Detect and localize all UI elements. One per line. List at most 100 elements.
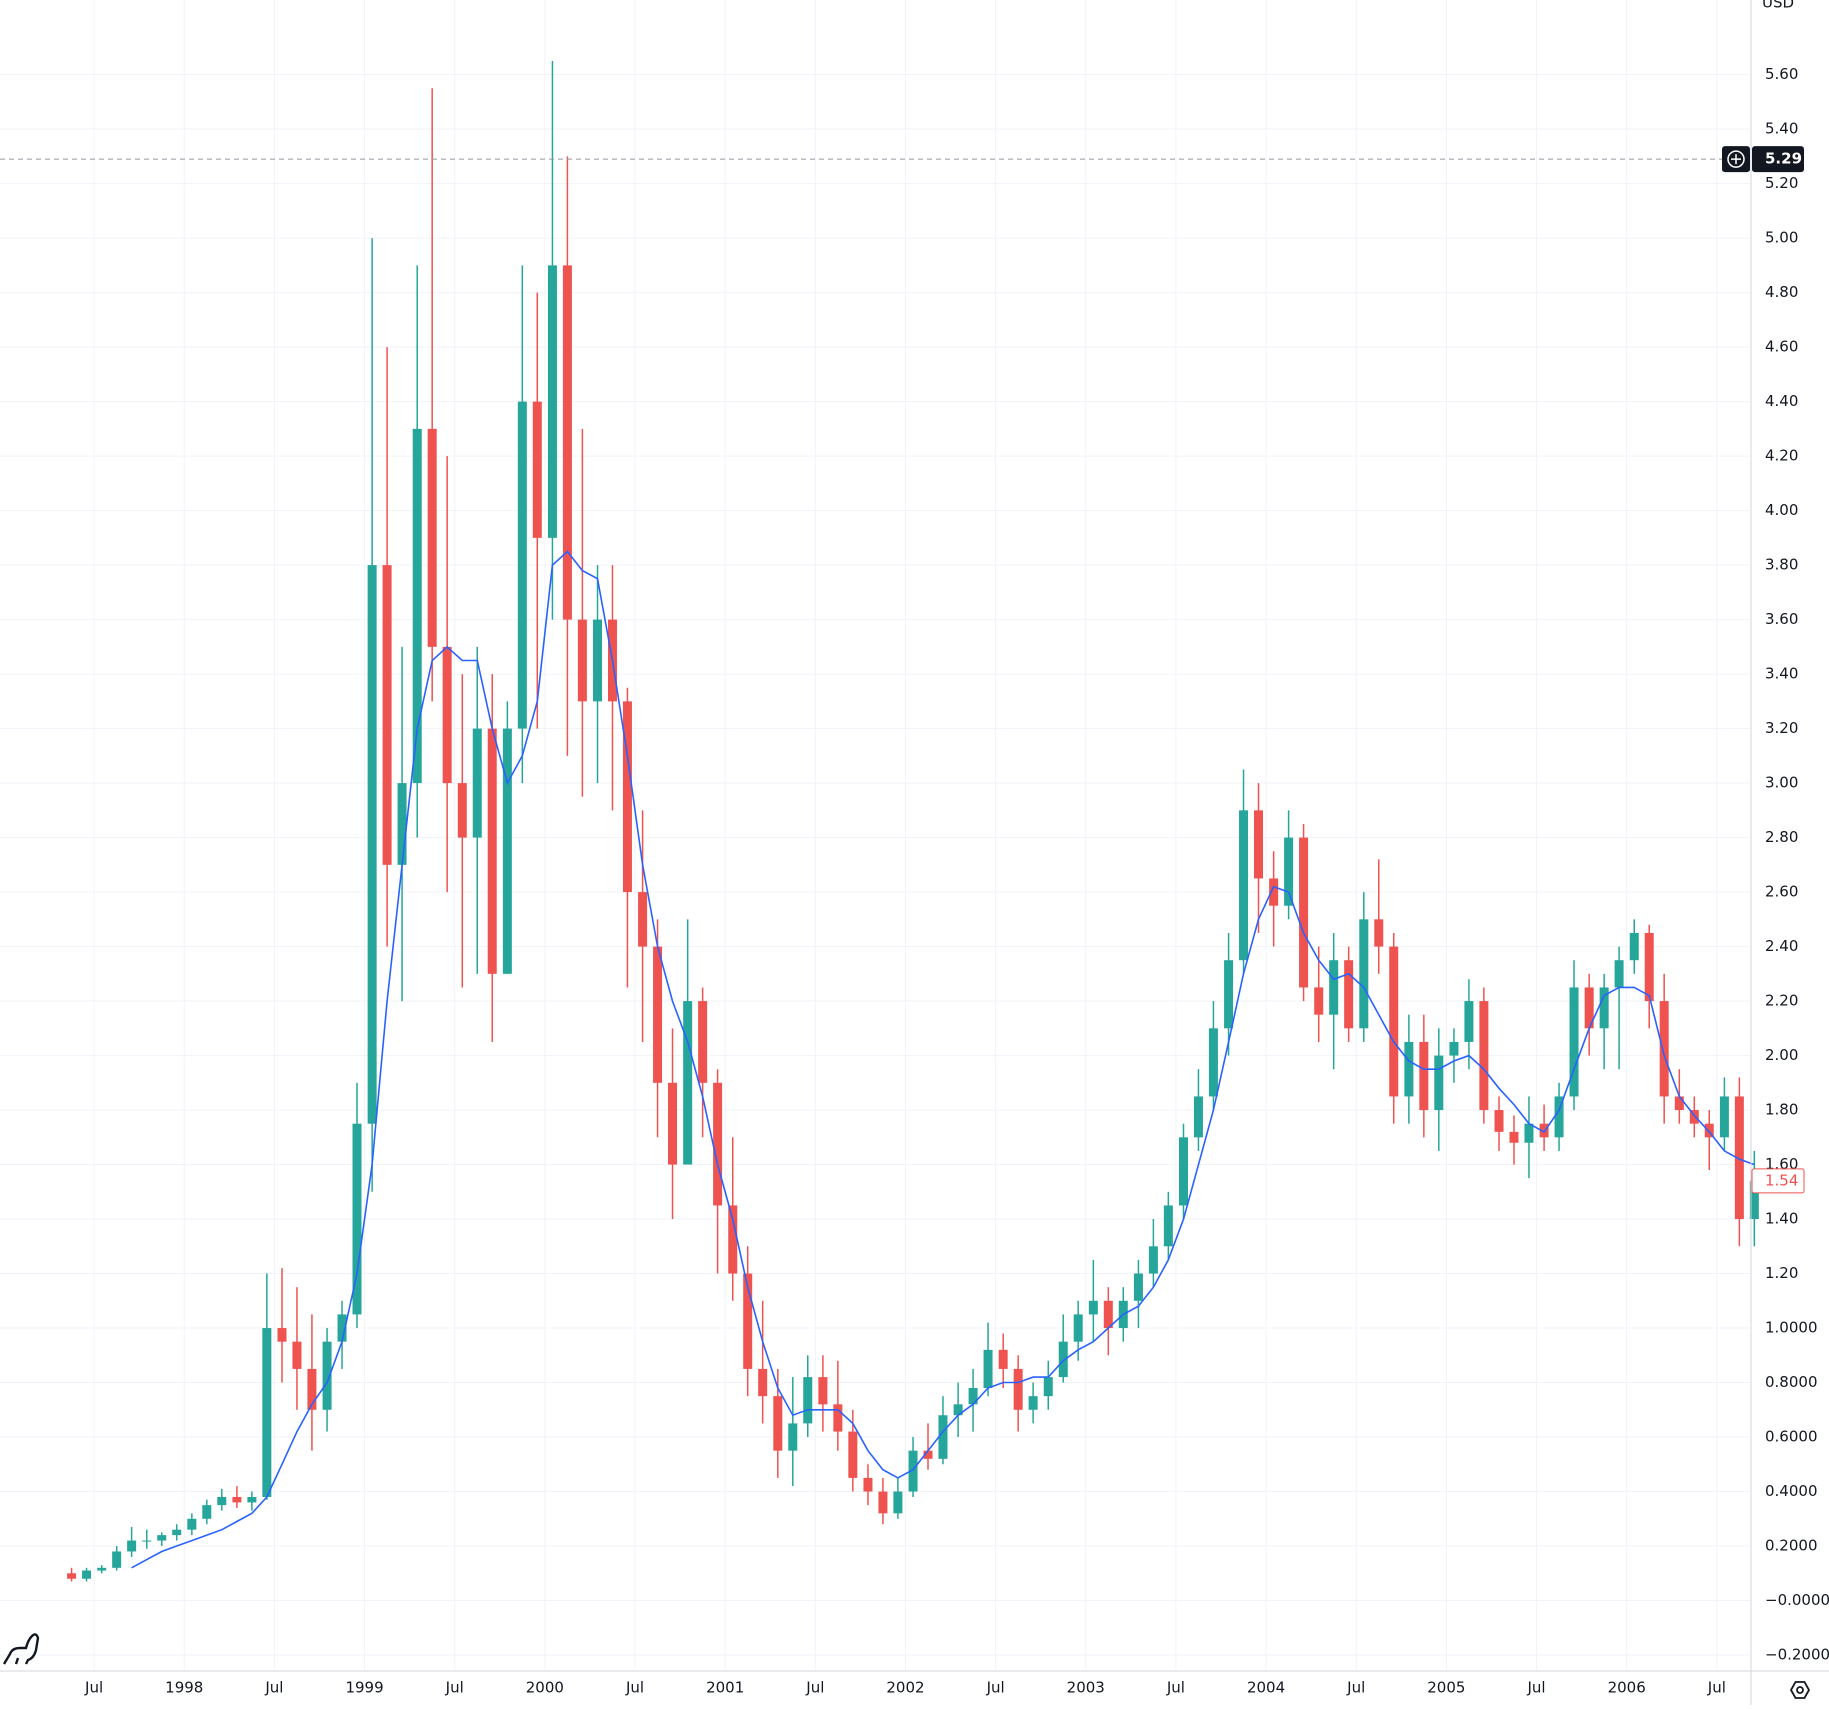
y-tick-label: 3.00 [1765,774,1798,792]
candle-body [998,1349,1008,1369]
candle-body [893,1491,903,1514]
candle-body [1043,1377,1053,1397]
x-tick-label: Jul [264,1679,283,1697]
candle-body [923,1450,933,1459]
last-price-bg [1751,1168,1805,1194]
crosshair-label: 5.29 [1765,150,1802,168]
candle-body [593,619,603,702]
candle-body [142,1540,152,1542]
candle-body [1494,1110,1504,1132]
candle-body [1269,878,1279,906]
candle-body [1569,987,1579,1097]
candle-body [1734,1096,1744,1220]
candle-body [773,1396,783,1451]
candle-body [232,1496,242,1503]
candle-body [908,1450,918,1492]
candle-body [863,1477,873,1492]
candle-body [1344,960,1354,1029]
candle-body [217,1496,227,1506]
candle-body [1088,1300,1098,1315]
candle-body [82,1570,92,1579]
x-tick-label: Jul [625,1679,644,1697]
y-tick-label: 4.40 [1765,392,1798,410]
candle-body [1178,1137,1188,1206]
x-tick-label: 2000 [526,1679,564,1697]
candle-body [1674,1096,1684,1111]
candle-body [953,1404,963,1416]
currency-label: USD [1762,0,1794,12]
candle-body [1148,1246,1158,1274]
candle-body [878,1491,888,1514]
y-tick-label: 2.20 [1765,992,1798,1010]
x-tick-label: 2004 [1247,1679,1285,1697]
candle-body [1299,837,1309,988]
candle-body [1013,1368,1023,1410]
candle-body [983,1349,993,1388]
y-tick-label: 2.00 [1765,1046,1798,1064]
candle-body [1314,987,1324,1015]
candle-body [367,565,377,1124]
candle-body [1659,1001,1669,1097]
candle-body [1284,837,1294,906]
x-tick-label: 1998 [165,1679,203,1697]
x-tick-label: Jul [84,1679,103,1697]
logo [2,1633,40,1665]
candle-body [292,1341,302,1369]
candle-body [547,265,557,538]
candle-body [1419,1041,1429,1111]
y-tick-label: 5.40 [1765,120,1798,138]
x-tick-label: 2002 [886,1679,924,1697]
candle-body [758,1368,768,1397]
x-tick-label: 2006 [1608,1679,1646,1697]
candle-body [1464,1001,1474,1042]
candle-body [1103,1300,1113,1329]
y-tick-label: 0.2000 [1765,1537,1818,1555]
candle-body [352,1123,362,1315]
y-tick-label: 4.00 [1765,501,1798,519]
candle-body [457,783,467,838]
candle-body [1208,1028,1218,1097]
y-tick-label: −0.0000 [1765,1591,1829,1609]
candle-body [247,1496,257,1503]
candle-body [1239,810,1249,961]
y-tick-label: 5.20 [1765,174,1798,192]
candle-body [968,1387,978,1405]
candle-body [67,1573,77,1579]
candle-body [743,1273,753,1369]
candle-body [337,1314,347,1342]
candle-body [157,1535,167,1541]
candle-body [803,1377,813,1424]
x-tick-label: 2001 [706,1679,744,1697]
candle-body [322,1341,332,1410]
x-tick-label: Jul [445,1679,464,1697]
candle-body [562,265,572,620]
settings-icon[interactable] [1789,1681,1811,1699]
candle-body [172,1529,182,1536]
y-tick-label: 1.80 [1765,1101,1798,1119]
candle-body [698,1001,708,1083]
x-tick-label: Jul [1166,1679,1185,1697]
y-tick-label: 4.20 [1765,447,1798,465]
y-tick-label: 5.60 [1765,65,1798,83]
candle-body [412,428,422,784]
candle-body [487,728,497,974]
candle-body [532,401,542,538]
candle-body [1599,987,1609,1029]
candle-body [1434,1055,1444,1111]
y-tick-label: 3.20 [1765,719,1798,737]
candle-body [397,783,407,865]
y-tick-label: 2.80 [1765,828,1798,846]
candle-body [97,1567,107,1571]
candle-body [1749,1180,1759,1220]
x-tick-label: Jul [805,1679,824,1697]
candle-body [938,1415,948,1459]
candle-body [1449,1041,1459,1056]
y-tick-label: 4.80 [1765,283,1798,301]
candle-body [622,701,632,893]
candle-body [1614,960,1624,988]
candle-body [472,728,482,838]
candle-body [728,1205,738,1274]
candle-body [1163,1205,1173,1247]
y-tick-label: 3.60 [1765,610,1798,628]
